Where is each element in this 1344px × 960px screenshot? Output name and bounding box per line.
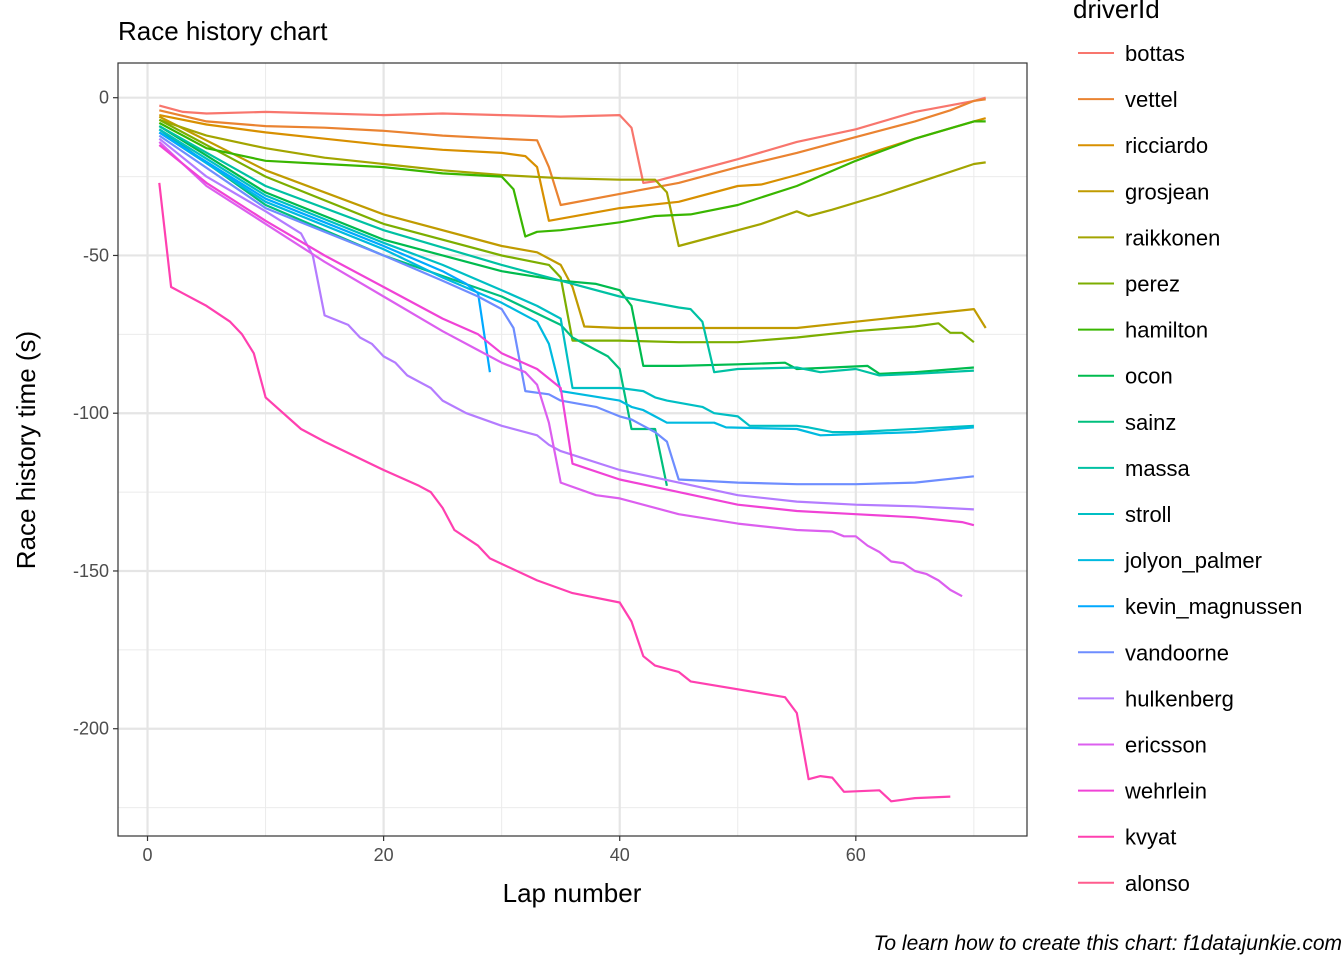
legend-item-alonso: alonso: [1078, 871, 1190, 896]
legend-label: sainz: [1125, 410, 1176, 435]
legend-label: ricciardo: [1125, 133, 1208, 158]
legend-item-kevin_magnussen: kevin_magnussen: [1078, 594, 1302, 619]
legend-item-jolyon_palmer: jolyon_palmer: [1078, 548, 1262, 573]
legend-label: kevin_magnussen: [1125, 594, 1302, 619]
caption: To learn how to create this chart: f1dat…: [874, 932, 1342, 955]
x-axis-label: Lap number: [503, 878, 642, 908]
legend-label: stroll: [1125, 502, 1171, 527]
x-tick-label: 20: [374, 845, 394, 865]
legend-item-grosjean: grosjean: [1078, 179, 1209, 204]
series-line-raikkonen: [158, 118, 986, 248]
legend-label: wehrlein: [1124, 779, 1207, 804]
legend-label: perez: [1125, 272, 1180, 297]
legend-item-vandoorne: vandoorne: [1078, 640, 1229, 665]
series-line-grosjean: [158, 115, 987, 330]
series-line-ricciardo: [159, 114, 986, 222]
legend-item-perez: perez: [1078, 272, 1180, 297]
series-line-hamilton: [158, 120, 986, 238]
y-axis-label: Race history time (s): [11, 331, 41, 569]
legend-label: hulkenberg: [1125, 686, 1234, 711]
panel-border: [117, 62, 1028, 837]
legend: bottas vettel ricciardo grosjean raikkonen pe…: [1078, 41, 1302, 896]
y-tick-label: 0: [99, 88, 109, 108]
series-line-perez: [158, 118, 975, 344]
legend-item-hulkenberg: hulkenberg: [1078, 686, 1234, 711]
y-tick-label: -100: [73, 403, 109, 423]
legend-label: jolyon_palmer: [1124, 548, 1262, 573]
chart-title: Race history chart: [118, 16, 328, 46]
series-line-vandoorne: [158, 134, 975, 486]
x-tick-label: 40: [610, 845, 630, 865]
legend-label: hamilton: [1125, 318, 1208, 343]
legend-item-ocon: ocon: [1078, 364, 1173, 389]
legend-item-hamilton: hamilton: [1078, 318, 1208, 343]
legend-item-raikkonen: raikkonen: [1078, 225, 1220, 250]
legend-label: vettel: [1125, 87, 1178, 112]
legend-label: vandoorne: [1125, 640, 1229, 665]
y-tick-label: -150: [73, 561, 109, 581]
y-tick-label: -50: [83, 245, 109, 265]
legend-item-kvyat: kvyat: [1078, 825, 1176, 850]
series-line-stroll: [158, 128, 974, 434]
legend-label: ocon: [1125, 364, 1173, 389]
series-line-ericsson: [158, 141, 963, 598]
legend-label: grosjean: [1125, 179, 1209, 204]
legend-label: bottas: [1125, 41, 1185, 66]
legend-item-massa: massa: [1078, 456, 1191, 481]
series-line-massa: [158, 125, 974, 377]
series-line-wehrlein: [158, 144, 975, 527]
series-line-kvyat: [158, 182, 951, 803]
legend-label: massa: [1125, 456, 1191, 481]
series-line-kevin_magnussen: [158, 131, 491, 373]
axis-ticks: 0 20 40 60 0 -50 -100 -150 -200: [73, 88, 866, 865]
legend-item-ricciardo: ricciardo: [1078, 133, 1208, 158]
legend-item-wehrlein: wehrlein: [1078, 779, 1207, 804]
series-line-vettel: [159, 98, 986, 207]
legend-label: raikkonen: [1125, 225, 1220, 250]
legend-item-sainz: sainz: [1078, 410, 1176, 435]
legend-label: alonso: [1125, 871, 1190, 896]
legend-item-bottas: bottas: [1078, 41, 1185, 66]
legend-item-stroll: stroll: [1078, 502, 1171, 527]
series-line-jolyon_palmer: [158, 131, 974, 437]
series-line-bottas: [159, 96, 986, 184]
legend-label: kvyat: [1125, 825, 1176, 850]
series-lines: [158, 96, 987, 803]
legend-item-vettel: vettel: [1078, 87, 1178, 112]
x-tick-label: 0: [143, 845, 153, 865]
plot-panel: [118, 63, 1027, 836]
legend-title: driverId: [1073, 0, 1160, 24]
legend-item-ericsson: ericsson: [1078, 733, 1207, 758]
y-tick-label: -200: [73, 719, 109, 739]
legend-label: ericsson: [1125, 733, 1207, 758]
series-line-ocon: [158, 125, 974, 375]
series-line-hulkenberg: [158, 137, 974, 511]
x-tick-label: 60: [846, 845, 866, 865]
